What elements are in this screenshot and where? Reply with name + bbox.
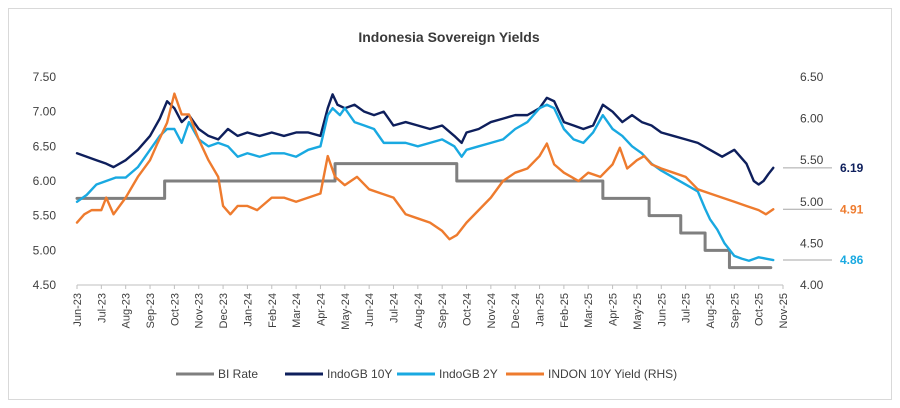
x-tick-label: Jul-23 [96,293,108,323]
legend: BI Rate IndoGB 10Y IndoGB 2Y INDON 10Y Yiel… [176,367,677,381]
x-tick-label: May-24 [340,293,352,330]
left-tick-label: 4.50 [33,278,57,292]
left-tick-label: 6.00 [33,174,57,188]
right-tick-label: 5.50 [800,153,824,167]
x-tick-label: Nov-23 [194,293,206,328]
x-tick-label: Nov-24 [486,293,498,328]
left-tick-label: 7.00 [33,105,57,119]
x-tick-label: Sep-25 [729,293,741,328]
right-tick-label: 4.50 [800,236,824,250]
x-tick-label: Jul-24 [388,293,400,323]
x-tick-label: Sep-24 [437,293,449,328]
right-tick-label: 5.00 [800,195,824,209]
x-tick-label: Aug-24 [413,293,425,328]
x-tick-label: Jun-24 [364,293,376,327]
x-tick-label: Aug-23 [121,293,133,328]
right-tick-label: 6.00 [800,112,824,126]
x-tick-label: Dec-23 [218,293,230,328]
right-tick-label: 6.50 [800,70,824,84]
x-tick-label: Jul-25 [681,293,693,323]
x-tick-label: Jan-25 [535,293,547,327]
axes: 7.50 7.00 6.50 6.00 5.50 5.00 4.50 6.50 6.00 5.50… [33,70,824,330]
x-tick-label: Sep-23 [145,293,157,328]
x-tick-label: May-25 [632,293,644,330]
series-line-indon-10y-yield-rhs [75,92,775,241]
end-label-indogb-2y: 4.86 [840,253,864,267]
left-tick-label: 5.00 [33,243,57,257]
x-tick-label: Feb-24 [267,293,279,328]
x-tick-label: Oct-23 [169,293,181,326]
x-tick-label: Feb-25 [559,293,571,328]
end-label-indogb-10y: 6.19 [840,161,864,175]
legend-label-bi-rate: BI Rate [218,367,258,381]
left-tick-label: 5.50 [33,209,57,223]
x-tick-label: Apr-24 [315,293,327,326]
series-line-bi-rate [75,162,773,270]
legend-label-indogb-10y: IndoGB 10Y [327,367,392,381]
end-label-indon-10y-yield-rhs: 4.91 [840,202,864,216]
x-tick-label: Jan-24 [242,293,254,327]
legend-label-indogb-2y: IndoGB 2Y [439,367,498,381]
x-tick-label: Dec-24 [510,293,522,328]
right-tick-label: 4.00 [800,278,824,292]
left-tick-label: 6.50 [33,139,57,153]
x-tick-label: Jun-23 [72,293,84,327]
x-tick-label: Nov-25 [778,293,790,328]
x-tick-label: Aug-25 [705,293,717,328]
end-labels: 6.19 4.91 4.86 [783,161,864,267]
series-layer [75,92,775,270]
x-tick-label: Mar-24 [291,293,303,328]
series-line-indogb-10y [75,93,775,186]
x-tick-label: Apr-25 [608,293,620,326]
x-tick-label: Oct-25 [754,293,766,326]
series-line-indogb-2y [75,103,775,262]
legend-label-indon-10y-yield-rhs: INDON 10Y Yield (RHS) [548,367,677,381]
left-tick-label: 7.50 [33,70,57,84]
chart-frame [8,8,892,400]
x-tick-label: Oct-24 [462,293,474,326]
x-tick-label: Mar-25 [583,293,595,328]
chart-title: Indonesia Sovereign Yields [358,29,539,45]
x-tick-label: Jun-25 [656,293,668,327]
